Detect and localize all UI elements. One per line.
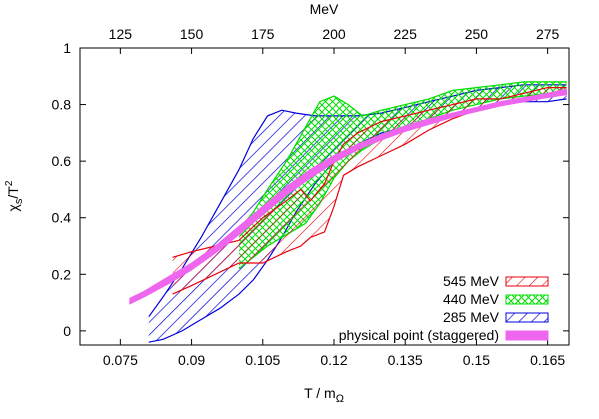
legend-label: 440 MeV [443, 291, 500, 307]
series-upper-edge-440-mev [238, 81, 567, 230]
y-axis-title: χs/T2 [4, 180, 25, 211]
y-tick-label: 0 [63, 323, 71, 339]
series-band-285-mev [148, 84, 567, 343]
x-tick-label: 0.135 [388, 352, 423, 368]
top-axis-title: MeV [310, 1, 339, 17]
legend-swatch [505, 294, 549, 305]
x-tick-label: 0.075 [103, 352, 138, 368]
plot-frame [79, 47, 570, 346]
top-axis: 125 150 175 200 225 250 275 [109, 26, 560, 54]
top-tick-label: 150 [180, 26, 204, 42]
top-tick-label: 200 [322, 26, 346, 42]
y-tick-label: 0.4 [52, 210, 72, 226]
y-tick-label: 1 [63, 40, 71, 56]
legend-swatch [505, 330, 549, 341]
top-tick-label: 175 [251, 26, 275, 42]
top-tick-label: 275 [536, 26, 560, 42]
series-band-545-mev [172, 87, 567, 295]
legend-label: physical point (staggered) [339, 327, 499, 343]
x-tick-label: 0.09 [178, 352, 205, 368]
y-tick-label: 0.2 [52, 266, 72, 282]
x-axis-title-subscript: Ω [336, 393, 344, 405]
series-upper-edge-545-mev [172, 86, 567, 258]
legend-label: 285 MeV [443, 309, 500, 325]
legend-swatch [505, 312, 549, 323]
y-tick-label: 0.6 [52, 153, 72, 169]
series-band-440-mev [239, 81, 567, 269]
bottom-axis: 0.075 0.09 0.105 0.12 0.135 0.15 0.165 [103, 339, 565, 368]
y-tick-label: 0.8 [52, 97, 72, 113]
legend-swatch [505, 276, 549, 287]
y-axis-title-subscript: s [13, 198, 25, 204]
series-band-physical-point-staggered- [129, 88, 568, 305]
top-tick-label: 225 [394, 26, 418, 42]
top-tick-label: 125 [109, 26, 133, 42]
y-axis-title-superscript: 2 [4, 180, 15, 186]
x-tick-label: 0.105 [245, 352, 280, 368]
x-tick-label: 0.165 [530, 352, 565, 368]
top-tick-label: 250 [465, 26, 489, 42]
left-axis: 0 0.2 0.4 0.6 0.8 1 [52, 40, 569, 339]
x-tick-label: 0.12 [320, 352, 347, 368]
x-tick-label: 0.15 [463, 352, 490, 368]
legend-label: 545 MeV [443, 273, 500, 289]
x-axis-title: T / mΩ [304, 385, 344, 405]
legend: 545 MeV 440 MeV 285 MeV physical point (sta… [339, 273, 549, 343]
series-layer [129, 81, 568, 343]
y-axis-title-suffix: /T [5, 186, 21, 199]
